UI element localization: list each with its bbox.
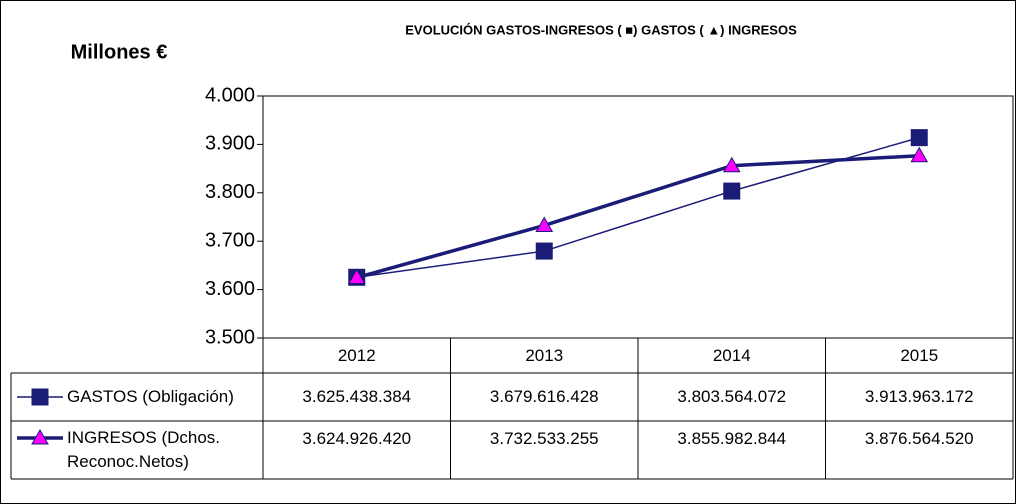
series-line — [356, 136, 920, 279]
x-tick-label: 2013 — [525, 345, 564, 365]
marker — [535, 216, 554, 232]
marker — [347, 268, 366, 285]
x-tick-label: 2012 — [337, 345, 376, 365]
y-axis-label: Millones € — [71, 41, 168, 63]
plot-frame — [262, 95, 1014, 339]
data-label: 3.624.926.420 — [302, 429, 412, 448]
data-label: 3.876.564.520 — [864, 429, 974, 448]
series-line — [356, 153, 920, 280]
marker — [723, 182, 741, 200]
x-tick-label: 2014 — [712, 345, 751, 365]
chart-title: EVOLUCIÓN GASTOS-INGRESOS ( ■) GASTOS ( … — [405, 22, 797, 37]
legend-label: GASTOS (Obligación) — [67, 387, 234, 406]
data-label: 3.732.533.255 — [489, 429, 599, 448]
y-tick-label: 4.000 — [205, 84, 255, 106]
y-tick-label: 3.600 — [205, 278, 255, 300]
marker — [535, 242, 553, 260]
marker — [910, 146, 929, 163]
legend-label: INGRESOS (Dchos. Reconoc.Netos) — [67, 428, 221, 471]
y-tick-label: 3.800 — [205, 181, 255, 203]
marker — [722, 156, 741, 173]
data-label: 3.679.616.428 — [489, 387, 599, 406]
x-tick-label: 2015 — [900, 345, 939, 365]
marker — [31, 428, 49, 445]
y-tick-label: 3.700 — [205, 229, 255, 251]
y-tick-label: 3.500 — [205, 326, 255, 348]
marker — [31, 388, 49, 406]
data-label: 3.913.963.172 — [864, 387, 974, 406]
data-label: 3.625.438.384 — [302, 387, 412, 406]
data-label: 3.855.982.844 — [677, 429, 787, 448]
data-label: 3.803.564.072 — [677, 387, 787, 406]
y-tick-label: 3.900 — [205, 133, 255, 155]
marker — [910, 129, 928, 147]
